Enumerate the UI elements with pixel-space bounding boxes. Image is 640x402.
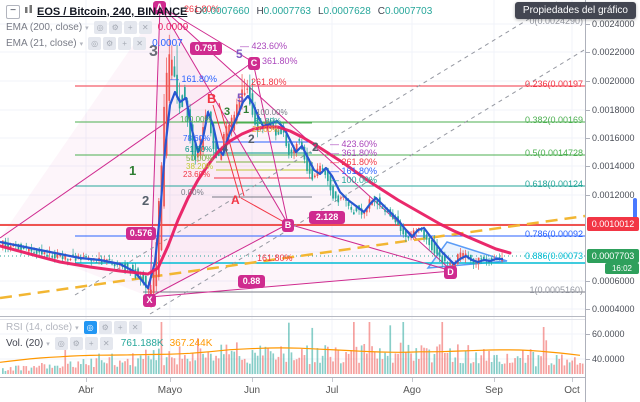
time-axis[interactable]: Abr Mayo Jun Jul Ago Sep Oct: [0, 377, 640, 402]
indicator-row-ema21: EMA (21, close) ▾ ◎ ⚙ + ✕ 0.0007: [6, 36, 432, 51]
price-axis[interactable]: 0.0024000 0.0022000 0.0020000 0.0018000 0.00…: [585, 0, 640, 402]
ema200-label[interactable]: EMA (200, close): [6, 22, 83, 33]
price-tick: 0.0014000: [586, 161, 635, 171]
eye-icon[interactable]: ◎: [54, 337, 68, 350]
price-tick: 0.0016000: [586, 133, 635, 143]
gear-icon[interactable]: ⚙: [69, 337, 83, 350]
ohlc-close-label: C: [377, 6, 386, 17]
time-tick-mark: [572, 378, 573, 382]
close-icon[interactable]: ✕: [128, 321, 142, 334]
time-tick: Oct: [564, 385, 580, 396]
ema21-line: [0, 90, 503, 290]
symbol-legend-row: − EOS / Bitcoin, 240, BINANCE O 0.0007660…: [6, 4, 432, 19]
time-tick-mark: [332, 378, 333, 382]
time-tick: Mayo: [157, 385, 183, 396]
indicator-row-rsi: RSI (14, close) ▾ ◎ ⚙ + ✕: [6, 320, 212, 335]
time-tick: Jun: [243, 385, 261, 396]
chevron-down-icon[interactable]: ▾: [85, 24, 89, 32]
pane-separator[interactable]: [0, 316, 640, 317]
volume-bars: [0, 322, 584, 374]
time-tick: Abr: [78, 385, 94, 396]
volume-ma-line: [0, 347, 581, 363]
plus-icon[interactable]: +: [123, 21, 137, 34]
price-tick: 0.0024000: [586, 19, 635, 29]
last-price-badge: 0.0007703: [587, 249, 639, 263]
series-style-icon[interactable]: [24, 5, 33, 18]
price-tick: 0.0004000: [586, 304, 635, 314]
ohlc-low-value: 0.0007628: [323, 6, 371, 17]
gear-icon[interactable]: ⚙: [108, 21, 122, 34]
price-tick: 40.0000: [586, 354, 625, 364]
ohlc-close-value: 0.0007703: [385, 6, 433, 17]
time-tick-mark: [86, 378, 87, 382]
volume-ma-value: 761.188K: [120, 338, 164, 349]
time-tick: Ago: [403, 385, 421, 396]
ohlc-low-label: L: [317, 6, 324, 17]
chevron-down-icon[interactable]: ▾: [79, 40, 84, 48]
close-icon[interactable]: ✕: [138, 21, 152, 34]
ema200-line: [0, 125, 512, 276]
close-icon[interactable]: ✕: [133, 37, 147, 50]
chart-drawing-surface: [0, 0, 585, 375]
plus-icon[interactable]: +: [118, 37, 132, 50]
ohlc-high-label: H: [256, 6, 264, 17]
symbol-title[interactable]: EOS / Bitcoin, 240, BINANCE: [37, 5, 188, 18]
chart-properties-tooltip: Propiedades del gráfico: [514, 2, 636, 19]
eye-icon[interactable]: ◎: [83, 321, 97, 334]
indicator-row-ema200: EMA (200, close) ▾ ◎ ⚙ + ✕ 0.0009: [6, 20, 432, 35]
scroll-indicator[interactable]: [633, 198, 637, 222]
legend: − EOS / Bitcoin, 240, BINANCE O 0.0007660…: [6, 4, 432, 52]
grid-layer: [0, 0, 585, 375]
ema200-value: 0.0009: [157, 22, 189, 33]
time-tick-mark: [494, 378, 495, 382]
volume-value: 367.244K: [169, 338, 213, 349]
indicator-row-volume: Vol. (20) ▾ ◎ ⚙ + ✕ 761.188K 367.244K: [6, 336, 212, 351]
pane-separator-inner: [0, 319, 640, 320]
price-tick: 0.0006000: [586, 276, 635, 286]
rsi-label[interactable]: RSI (14, close): [6, 322, 73, 333]
eye-icon[interactable]: ◎: [93, 21, 107, 34]
time-tick: Sep: [485, 385, 503, 396]
price-tick: 0.0020000: [586, 76, 635, 86]
price-tick: 0.0022000: [586, 47, 635, 57]
plus-icon[interactable]: +: [84, 337, 98, 350]
ema21-label[interactable]: EMA (21, close): [6, 38, 77, 49]
alert-price-badge[interactable]: 0.0010012: [587, 217, 639, 231]
close-icon[interactable]: ✕: [99, 337, 113, 350]
time-tick-mark: [412, 378, 413, 382]
bar-countdown-badge: 16:02: [605, 263, 639, 274]
time-tick: Jul: [325, 385, 339, 396]
eye-icon[interactable]: ◎: [88, 37, 102, 50]
candles: [2, 34, 503, 308]
ohlc-open-value: 0.0007660: [202, 6, 250, 17]
ohlc-open-label: O: [194, 6, 203, 17]
price-tick: 0.0012000: [586, 190, 635, 200]
time-tick-mark: [170, 378, 171, 382]
price-tick: 0.0018000: [586, 105, 635, 115]
gear-icon[interactable]: ⚙: [98, 321, 112, 334]
chevron-down-icon[interactable]: ▾: [75, 324, 79, 332]
time-tick-mark: [252, 378, 253, 382]
plus-icon[interactable]: +: [113, 321, 127, 334]
gear-icon[interactable]: ⚙: [103, 37, 117, 50]
price-tick: 60.0000: [586, 329, 625, 339]
volume-label[interactable]: Vol. (20): [6, 338, 44, 349]
lower-pane-legend: RSI (14, close) ▾ ◎ ⚙ + ✕ Vol. (20) ▾ ◎ …: [6, 320, 212, 352]
ohlc-high-value: 0.0007763: [263, 6, 311, 17]
collapse-legend-button[interactable]: −: [6, 4, 20, 19]
ema21-value: 0.0007: [152, 38, 183, 49]
chevron-down-icon[interactable]: ▾: [46, 340, 50, 348]
